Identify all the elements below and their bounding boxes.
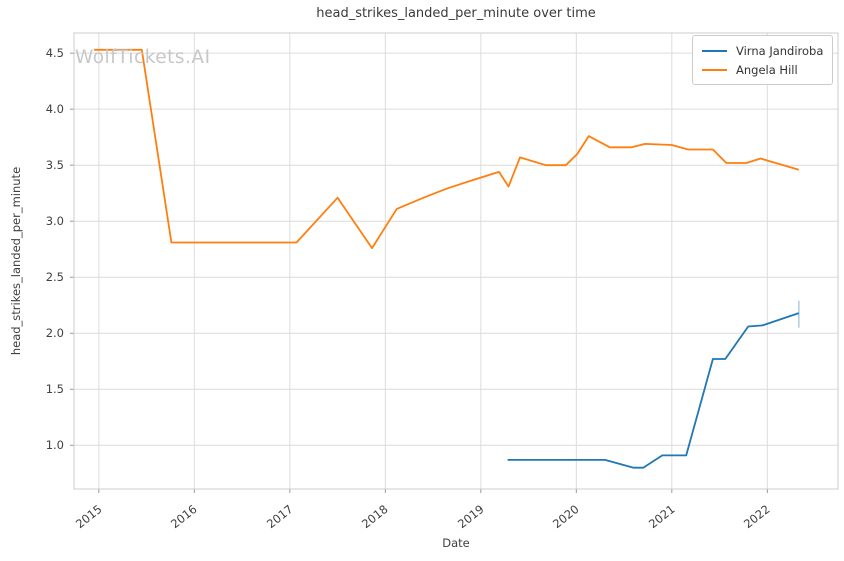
y-tick-label: 2.5 [45,270,64,285]
y-tick-label: 4.0 [45,102,64,117]
y-tick-label: 1.5 [45,382,64,397]
legend-label: Virna Jandiroba [736,43,824,58]
y-tick-label: 3.0 [45,214,64,229]
series-line-angela-hill [94,48,800,250]
legend-item-virna-jandiroba: Virna Jandiroba [702,41,823,60]
legend: Virna Jandiroba Angela Hill [692,35,834,85]
y-tick-label: 2.0 [45,326,64,341]
y-tick-label: 1.0 [45,438,64,453]
y-tick-label: 3.5 [45,158,64,173]
legend-line-swatch [702,68,727,71]
plot-border [73,32,839,490]
y-tick-label: 4.5 [45,46,64,61]
legend-item-angela-hill: Angela Hill [702,60,823,79]
legend-line-swatch [702,49,727,52]
series-line-virna-jandiroba [507,312,800,469]
x-axis-label: Date [442,536,470,550]
chart-title: head_strikes_landed_per_minute over time [316,6,596,21]
legend-label: Angela Hill [736,62,798,77]
plot-background [74,33,838,489]
